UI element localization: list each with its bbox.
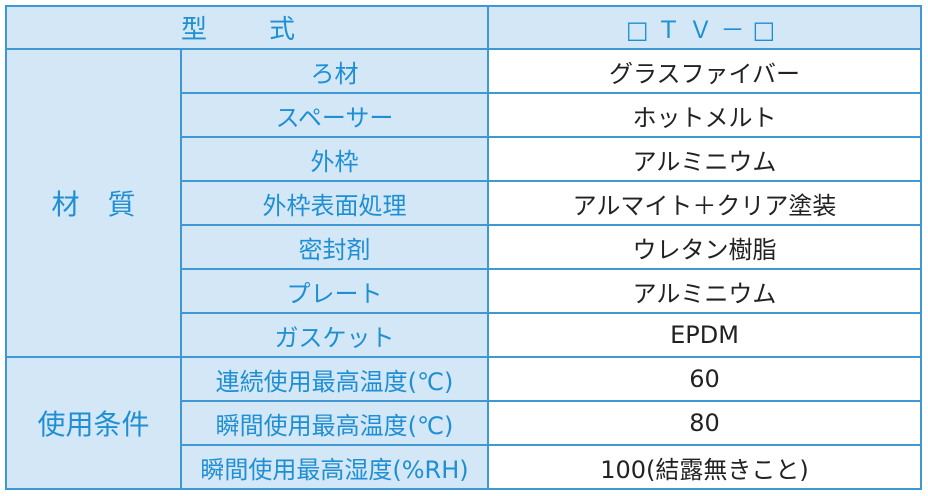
header-row: 型 式 □ＴＶ－□	[4, 5, 923, 50]
category-conditions: 使用条件	[5, 356, 182, 490]
table-row: 材 質 ろ材 グラスファイバー	[5, 48, 923, 358]
row-value: ホットメルト	[487, 92, 923, 138]
table-row: 使用条件 連続使用最高温度(℃) 60	[5, 356, 923, 490]
row-value: EPDM	[487, 312, 923, 358]
model-value: □ＴＶ－□	[487, 5, 923, 50]
table-row: 瞬間使用最高湿度(%RH) 100(結露無きこと)	[6, 444, 923, 490]
row-value: ウレタン樹脂	[487, 224, 923, 270]
row-label: 外枠	[179, 136, 490, 182]
row-value: アルマイト＋クリア塗装	[487, 180, 923, 226]
table-row: 密封剤 ウレタン樹脂	[6, 224, 923, 270]
row-label: 連続使用最高温度(℃)	[179, 356, 490, 402]
row-value: 60	[487, 356, 923, 402]
row-label: 外枠表面処理	[179, 180, 490, 226]
spec-table: 型 式 □ＴＶ－□ 材 質 ろ材 グラスファイバー スペーサー ホットメルト 外…	[4, 5, 923, 490]
table-row: 外枠 アルミニウム	[6, 136, 923, 182]
row-value: アルミニウム	[487, 268, 923, 314]
row-label: 瞬間使用最高湿度(%RH)	[179, 444, 490, 490]
row-value: グラスファイバー	[487, 48, 923, 94]
row-label: スペーサー	[179, 92, 490, 138]
row-value: 100(結露無きこと)	[487, 444, 923, 490]
table-row: 瞬間使用最高温度(℃) 80	[6, 400, 923, 446]
row-label: プレート	[179, 268, 490, 314]
row-label: ろ材	[179, 48, 490, 94]
row-label: ガスケット	[179, 312, 490, 358]
model-label: 型 式	[4, 5, 490, 50]
table-row: ガスケット EPDM	[6, 312, 923, 358]
category-material: 材 質	[5, 48, 182, 358]
row-label: 密封剤	[179, 224, 490, 270]
row-value: アルミニウム	[487, 136, 923, 182]
table-row: スペーサー ホットメルト	[6, 92, 923, 138]
table-row: 外枠表面処理 アルマイト＋クリア塗装	[6, 180, 923, 226]
table-row: プレート アルミニウム	[6, 268, 923, 314]
row-value: 80	[487, 400, 923, 446]
row-label: 瞬間使用最高温度(℃)	[179, 400, 490, 446]
